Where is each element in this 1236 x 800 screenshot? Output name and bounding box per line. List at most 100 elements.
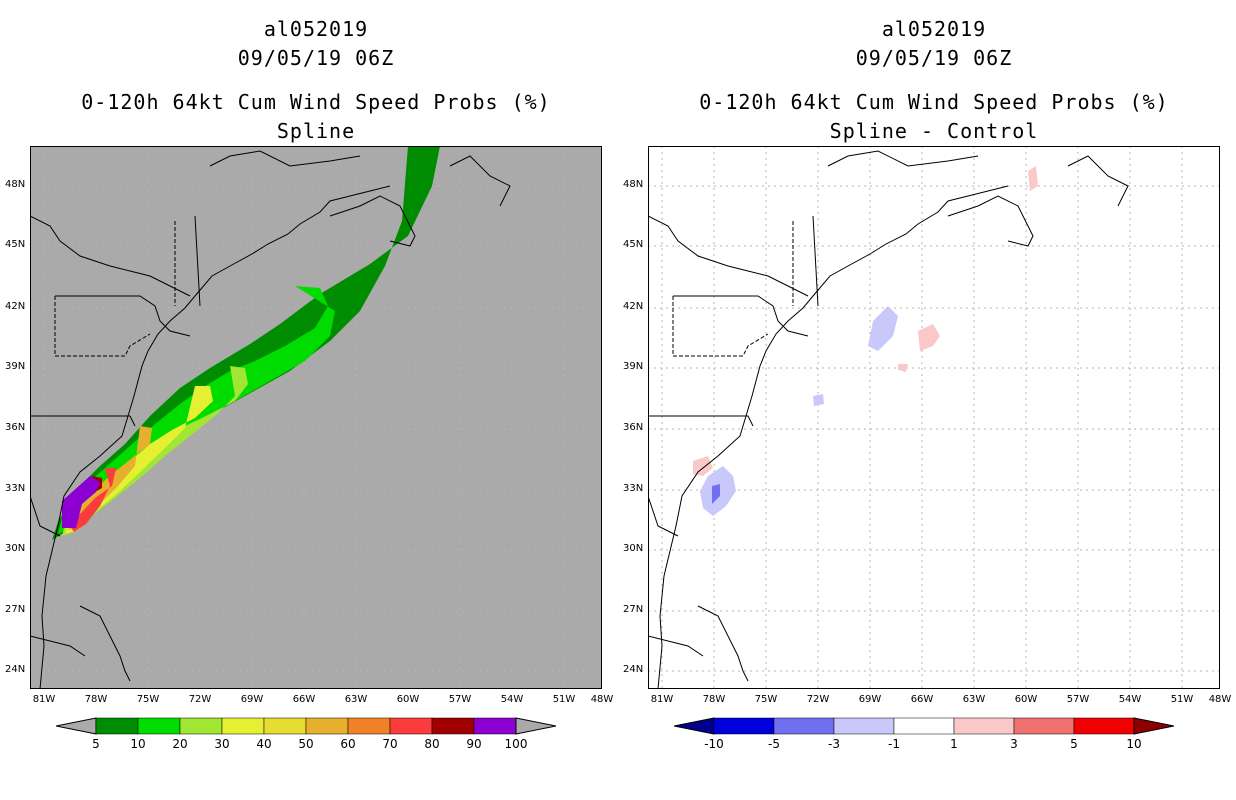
lat-tick-label: 36N	[623, 422, 644, 433]
prob-100-contour	[62, 476, 100, 528]
colorbar-swatch	[263, 717, 307, 735]
colorbar-swatch	[347, 717, 391, 735]
lon-tick-label: 60W	[396, 694, 420, 705]
diff-neg-blob-4	[813, 394, 824, 406]
prob-70-contour	[70, 468, 116, 532]
lat-tick-label: 42N	[623, 301, 644, 312]
colorbar-label: 60	[340, 737, 356, 751]
lat-tick-label: 39N	[623, 361, 644, 372]
right-map	[648, 146, 1220, 689]
lon-tick-label: 69W	[858, 694, 882, 705]
lon-tick-label: 75W	[136, 694, 160, 705]
colorbar-label: 70	[382, 737, 398, 751]
colorbar-label: 10	[130, 737, 146, 751]
right-difference-blobs	[693, 166, 1038, 516]
lon-tick-label: 81W	[650, 694, 674, 705]
lon-tick-label: 81W	[32, 694, 56, 705]
lon-tick-label: 51W	[552, 694, 576, 705]
lat-tick-label: 33N	[623, 483, 644, 494]
right-map-frame	[648, 146, 1220, 689]
lat-tick-label: 27N	[5, 604, 26, 615]
lat-tick-label: 48N	[5, 179, 26, 190]
colorbar-label: -3	[828, 737, 840, 751]
lon-tick-label: 54W	[1118, 694, 1142, 705]
lat-tick-label: 42N	[5, 301, 26, 312]
lat-tick-label: 30N	[623, 543, 644, 554]
lat-tick-label: 24N	[5, 664, 26, 675]
lat-tick-label: 45N	[623, 239, 644, 250]
left-title-storm: al052019	[263, 17, 369, 41]
colorbar-label: 80	[424, 737, 440, 751]
lon-tick-label: 48W	[1208, 694, 1232, 705]
right-title-method: Spline - Control	[829, 119, 1039, 143]
right-title-time: 09/05/19 06Z	[855, 46, 1013, 70]
colorbar-label: 3	[1010, 737, 1018, 751]
colorbar-swatch	[893, 717, 955, 735]
colorbar-label: 40	[256, 737, 272, 751]
colorbar-swatch	[137, 717, 181, 735]
left-colorbar	[56, 717, 556, 735]
lon-tick-label: 57W	[448, 694, 472, 705]
colorbar-swatch	[305, 717, 349, 735]
colorbar-label: -10	[704, 737, 724, 751]
left-coastlines	[30, 150, 511, 689]
colorbar-swatch	[95, 717, 139, 735]
diff-neg-blob-3	[868, 306, 898, 351]
diff-pos-blob-4	[1028, 166, 1038, 191]
lon-tick-label: 48W	[590, 694, 614, 705]
colorbar-swatch	[431, 717, 475, 735]
colorbar-label: 10	[1126, 737, 1142, 751]
left-map-background	[30, 146, 602, 689]
colorbar-label: 90	[466, 737, 482, 751]
colorbar-swatch	[833, 717, 895, 735]
colorbar-swatch	[179, 717, 223, 735]
colorbar-low-triangle	[674, 717, 715, 735]
right-title-storm: al052019	[881, 17, 987, 41]
lon-tick-label: 72W	[188, 694, 212, 705]
colorbar-high-triangle	[1133, 717, 1174, 735]
left-probability-swath	[52, 146, 440, 540]
lon-tick-label: 78W	[84, 694, 108, 705]
lat-tick-label: 36N	[5, 422, 26, 433]
left-title-method: Spline	[276, 119, 356, 143]
lon-tick-label: 69W	[240, 694, 264, 705]
colorbar-label: 20	[172, 737, 188, 751]
lon-tick-label: 72W	[806, 694, 830, 705]
right-map-gridlines	[648, 146, 1220, 689]
diff-pos-blob-3	[898, 364, 908, 372]
colorbar-low-triangle	[56, 717, 97, 735]
colorbar-label: -1	[888, 737, 900, 751]
lat-tick-label: 48N	[623, 179, 644, 190]
lon-tick-label: 78W	[702, 694, 726, 705]
colorbar-swatch	[1073, 717, 1135, 735]
lon-tick-label: 60W	[1014, 694, 1038, 705]
lat-tick-label: 30N	[5, 543, 26, 554]
right-coastlines	[648, 150, 1129, 689]
lat-tick-label: 39N	[5, 361, 26, 372]
lon-tick-label: 54W	[500, 694, 524, 705]
right-colorbar	[674, 717, 1174, 735]
colorbar-high-triangle	[515, 717, 556, 735]
diff-neg-blob-2	[712, 484, 720, 504]
lon-tick-label: 66W	[292, 694, 316, 705]
lon-tick-label: 63W	[344, 694, 368, 705]
colorbar-label: 5	[92, 737, 100, 751]
colorbar-label: 30	[214, 737, 230, 751]
colorbar-swatch	[221, 717, 265, 735]
lat-tick-label: 33N	[5, 483, 26, 494]
left-title-product: 0-120h 64kt Cum Wind Speed Probs (%)	[81, 90, 551, 114]
left-title-time: 09/05/19 06Z	[237, 46, 395, 70]
lon-tick-label: 75W	[754, 694, 778, 705]
colorbar-swatch	[389, 717, 433, 735]
lon-tick-label: 51W	[1170, 694, 1194, 705]
colorbar-swatch	[713, 717, 775, 735]
colorbar-swatch	[1013, 717, 1075, 735]
lat-tick-label: 45N	[5, 239, 26, 250]
colorbar-label: 1	[950, 737, 958, 751]
left-map	[30, 146, 602, 689]
right-title-product: 0-120h 64kt Cum Wind Speed Probs (%)	[699, 90, 1169, 114]
lon-tick-label: 66W	[910, 694, 934, 705]
colorbar-swatch	[953, 717, 1015, 735]
lat-tick-label: 27N	[623, 604, 644, 615]
colorbar-swatch	[473, 717, 517, 735]
